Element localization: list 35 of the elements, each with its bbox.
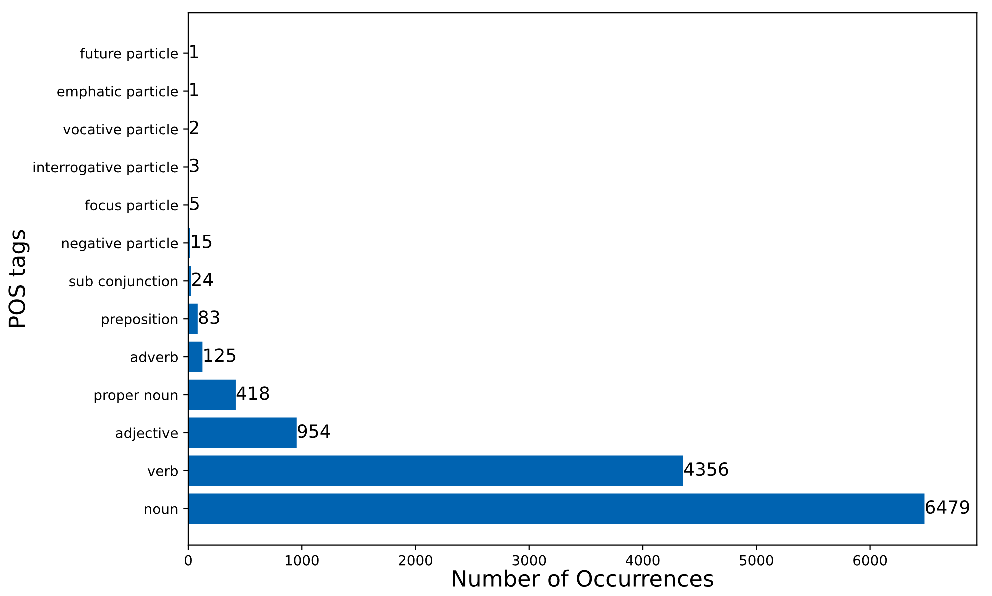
data-label: 125: [204, 348, 236, 362]
y-tick-label: vocative particle: [63, 124, 178, 138]
data-label: 1: [190, 45, 198, 58]
y-tick-label: adjective: [116, 428, 178, 442]
x-tick-label: 3000: [512, 555, 546, 566]
y-tick-label: interrogative particle: [34, 162, 178, 176]
x-tick-label: 2000: [399, 555, 433, 566]
x-tick-label: 5000: [740, 555, 774, 566]
data-label: 2: [190, 120, 198, 134]
y-tick-label: sub conjunction: [70, 276, 178, 290]
x-axis-title: Number of Occurrences: [453, 570, 714, 588]
data-label: 954: [298, 424, 330, 438]
y-tick-label: verb: [148, 466, 178, 476]
data-label: 3: [190, 158, 199, 172]
x-tick-label: 1000: [286, 555, 319, 566]
data-label: 83: [199, 310, 220, 324]
data-label: 24: [192, 272, 214, 286]
y-tick-label: preposition: [102, 314, 178, 328]
x-tick-label: 6000: [854, 555, 888, 566]
x-tick-label: 0: [184, 555, 192, 566]
y-tick-label: adverb: [130, 352, 178, 363]
x-tick-label: 4000: [626, 555, 660, 566]
y-tick-label: negative particle: [62, 238, 178, 252]
y-tick-label: emphatic particle: [58, 86, 178, 100]
data-label: 1: [190, 83, 198, 96]
y-tick-label: future particle: [80, 48, 178, 62]
data-label: 6479: [926, 500, 970, 514]
data-label: 418: [236, 386, 270, 400]
y-tick-label: noun: [145, 506, 178, 514]
y-tick-label: proper noun: [94, 392, 178, 404]
y-axis-title: POS tags: [8, 230, 30, 328]
data-label: 5: [190, 197, 199, 210]
data-label: 15: [192, 234, 212, 248]
data-label: 4356: [684, 462, 728, 476]
y-tick-label: focus particle: [85, 200, 178, 214]
